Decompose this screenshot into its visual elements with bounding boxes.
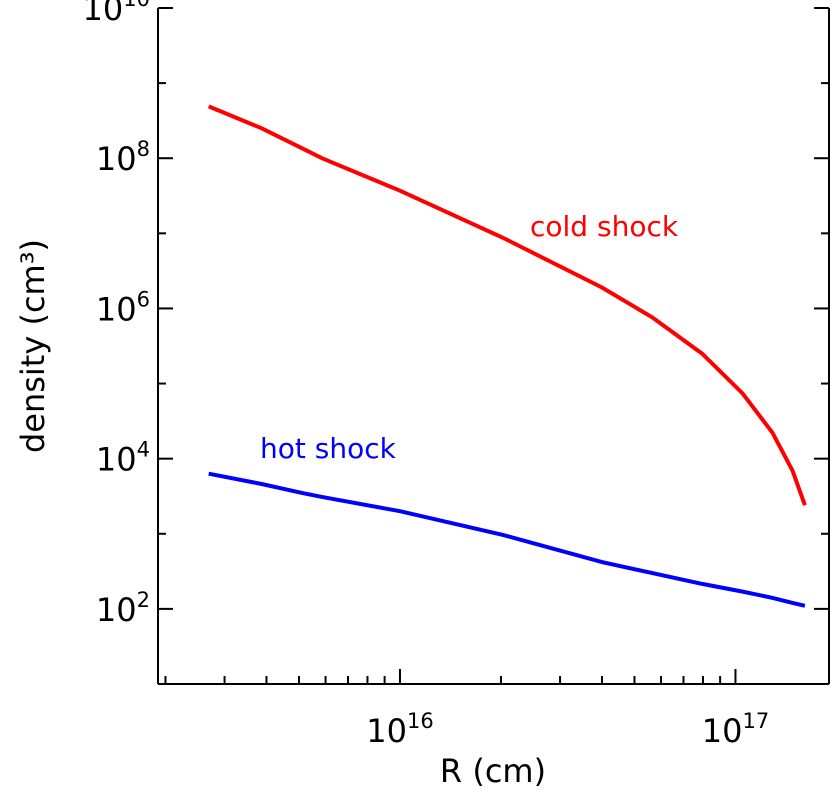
y-tick-label: 106 (96, 287, 150, 328)
series-label: hot shock (260, 432, 397, 465)
data-line (208, 471, 806, 608)
series-label: cold shock (530, 210, 679, 243)
axes-frame (157, 8, 830, 685)
x-tick-label: 1017 (702, 709, 769, 750)
y-tick-label: 108 (96, 137, 150, 178)
y-axis-title: density (cm³) (14, 239, 52, 453)
y-tick-label: 102 (96, 588, 150, 629)
data-line (207, 104, 807, 506)
x-tick-label: 1016 (366, 709, 433, 750)
x-axis-title: R (cm) (440, 752, 546, 790)
y-tick-label: 104 (96, 438, 150, 479)
